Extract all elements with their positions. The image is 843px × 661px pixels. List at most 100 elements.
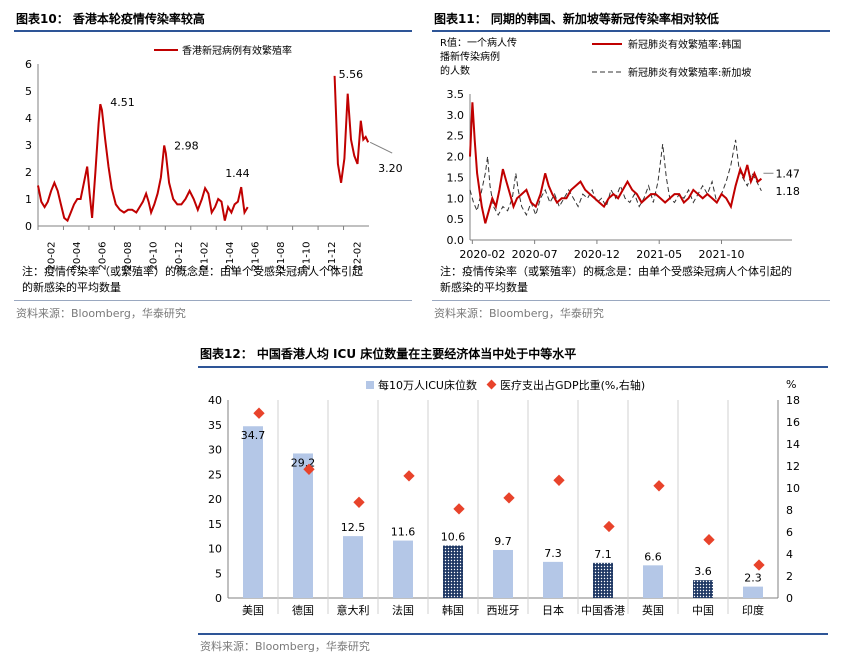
fig12-y2-tick-label: 16: [786, 416, 800, 429]
fig12-bar: [393, 540, 413, 598]
fig12-bar-label: 12.5: [341, 521, 366, 534]
fig10-x-tick-label: 20-04: [72, 241, 83, 270]
fig10-x-tick-label: 20-06: [98, 241, 109, 270]
fig11-annotation-korea: 1.47: [775, 167, 800, 180]
fig12-marker: [403, 470, 415, 482]
fig12-chart: 0510152025303540024681012141618%34.7美国29…: [208, 378, 800, 617]
fig10-annotation: 1.44: [225, 167, 250, 180]
fig12-marker: [503, 492, 515, 504]
fig10-x-tick-label: 21-08: [276, 241, 287, 270]
fig11-x-tick-label: 2021-05: [636, 248, 682, 261]
fig10-y-tick-label: 2: [25, 166, 32, 179]
fig11-ylabel-line: R值：一个病人传: [440, 36, 517, 49]
fig12-bar: [443, 545, 463, 598]
fig12-bar: [693, 580, 713, 598]
fig10-series-hk-line: [37, 103, 249, 223]
fig12-legend-label-bar: 每10万人ICU床位数: [378, 378, 477, 392]
fig12-x-tick-label: 中国: [692, 604, 714, 617]
fig11-x-tick-label: 2020-12: [574, 248, 620, 261]
fig10-y-tick-label: 0: [25, 220, 32, 233]
fig12-title-rule: [198, 366, 828, 368]
fig11-note-line1: 注：疫情传染率（或繁殖率）的概念是：由单个受感染冠病人个体引起的: [440, 265, 792, 278]
fig12-bar: [493, 549, 513, 598]
fig12-y-tick-label: 30: [208, 444, 222, 457]
fig12-bar-label: 10.6: [441, 531, 466, 544]
fig11-y-tick-label: 0.5: [447, 213, 465, 226]
fig12-bar-label: 3.6: [694, 565, 712, 578]
fig12-y-tick-label: 5: [215, 567, 222, 580]
fig10-annotation: 3.20: [378, 162, 403, 175]
fig12-y-tick-label: 25: [208, 468, 222, 481]
fig12-x-tick-label: 德国: [292, 603, 314, 617]
fig11-title: 图表11： 同期的韩国、新加坡等新冠传染率相对较低: [434, 12, 719, 26]
fig12-legend-label-marker: 医疗支出占GDP比重(%,右轴): [500, 378, 645, 392]
fig12-y2-tick-label: 18: [786, 394, 800, 407]
fig11-y-tick-label: 1.0: [447, 192, 465, 205]
fig12-x-tick-label: 美国: [242, 604, 264, 617]
fig10-annotation-leader: [369, 141, 393, 154]
fig10-annotation: 4.51: [110, 96, 135, 109]
fig12-y2-tick-label: 12: [786, 460, 800, 473]
fig11-x-tick-label: 2020-07: [512, 248, 558, 261]
fig12-bar-label: 34.7: [241, 429, 266, 442]
fig10-chart: 0 1 2 3 4 5 6 20-02 20-04 20-06 20-08 20-10 20-12 21-…: [25, 44, 403, 271]
fig11-annotation-singapore: 1.18: [775, 185, 800, 198]
fig12-y-tick-label: 35: [208, 419, 222, 432]
fig12-bar-label: 7.3: [544, 547, 562, 560]
fig12-x-tick-label: 中国香港: [581, 604, 625, 617]
fig11-title-rule: [432, 30, 830, 32]
fig12-y-tick-label: 0: [215, 592, 222, 605]
fig10-series-hk-line: [333, 75, 370, 183]
fig11-note-line2: 新感染的平均数量: [440, 281, 528, 294]
fig11-ylabel-line: 的人数: [440, 64, 470, 77]
fig10-x-tick-label: 21-02: [200, 241, 211, 270]
fig10-title: 图表10： 香港本轮疫情传染率较高: [16, 12, 205, 26]
fig10-x-tick-label: 21-04: [225, 241, 236, 270]
fig12-marker: [753, 559, 765, 571]
fig10-legend-label: 香港新冠病例有效繁殖率: [182, 44, 292, 57]
fig11-ylabel-line: 播新传染病例: [440, 50, 500, 63]
fig11-y-tick-label: 1.5: [447, 171, 465, 184]
fig11-x-tick-label: 2021-10: [699, 248, 745, 261]
fig10-y-tick-label: 1: [25, 193, 32, 206]
fig12-y2-tick-label: 0: [786, 592, 793, 605]
fig12-y-tick-label: 15: [208, 518, 222, 531]
fig10-note-line2: 的新感染的平均数量: [22, 281, 121, 294]
fig10-x-tick-label: 22-02: [352, 241, 363, 270]
fig11-legend-label-korea: 新冠肺炎有效繁殖率:韩国: [628, 38, 741, 51]
fig12-marker: [253, 407, 265, 419]
fig12-bar-label: 11.6: [391, 526, 416, 539]
fig11-bottom-rule: [432, 300, 830, 301]
fig12-y-tick-label: 20: [208, 493, 222, 506]
fig12-x-tick-label: 法国: [392, 603, 414, 617]
fig10-note-line1: 注：疫情传染率（或繁殖率）的概念是：由单个受感染冠病人个体引起: [22, 265, 363, 278]
fig10-x-tick-label: 21-10: [301, 241, 312, 270]
fig10-annotation: 5.56: [339, 68, 364, 81]
fig12-x-tick-label: 意大利: [337, 603, 370, 617]
fig12-legend-swatch-bar: [366, 381, 374, 389]
fig11-y-tick-label: 3.0: [447, 109, 465, 122]
fig10-x-tick-label: 20-10: [149, 241, 160, 270]
fig12-bar-label: 9.7: [494, 535, 512, 548]
fig10-y-tick-label: 4: [25, 112, 32, 125]
fig10-x-tick-label: 20-08: [123, 241, 134, 270]
fig11-source: 资料来源：Bloomberg，华泰研究: [434, 307, 604, 320]
fig11-series-singapore-line: [469, 139, 762, 217]
fig12-bar-label: 7.1: [594, 548, 612, 561]
fig12-bar: [643, 565, 663, 598]
fig10-x-tick-label: 20-12: [174, 241, 185, 270]
fig10-y-tick-label: 6: [25, 58, 32, 71]
fig12-y-tick-label: 10: [208, 543, 222, 556]
fig12-x-tick-label: 西班牙: [487, 604, 520, 617]
fig12-marker: [353, 496, 365, 508]
fig10-source: 资料来源：Bloomberg，华泰研究: [16, 307, 186, 320]
fig12-title: 图表12： 中国香港人均 ICU 床位数量在主要经济体当中处于中等水平: [200, 347, 577, 361]
fig10-x-tick-label: 20-02: [47, 241, 58, 270]
fig10-x-tick-label: 21-12: [327, 241, 338, 270]
fig12-source: 资料来源：Bloomberg，华泰研究: [200, 640, 370, 653]
fig10-y-tick-label: 3: [25, 139, 32, 152]
fig12-y-tick-label: 40: [208, 394, 222, 407]
fig12-y2-tick-label: 4: [786, 548, 793, 561]
fig11-y-tick-label: 3.5: [447, 88, 465, 101]
fig11-y-tick-label: 2.0: [447, 151, 465, 164]
